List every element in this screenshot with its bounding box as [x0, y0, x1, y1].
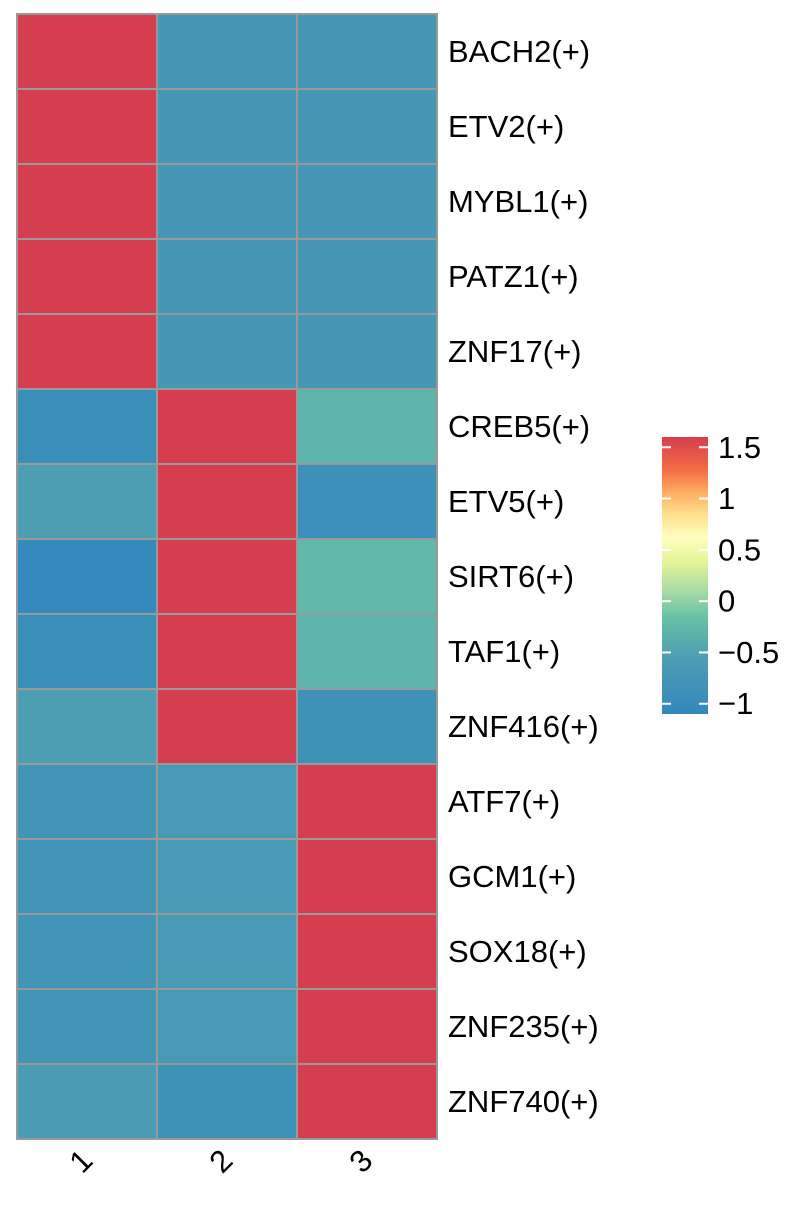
- column-label: 1: [62, 1143, 99, 1180]
- row-label: SIRT6(+): [448, 559, 574, 594]
- heatmap-cell: [296, 1063, 438, 1140]
- heatmap-cell: [16, 1063, 158, 1140]
- heatmap-cell: [156, 88, 298, 165]
- heatmap-cell: [16, 463, 158, 540]
- heatmap-cell: [296, 913, 438, 990]
- heatmap-cell: [296, 613, 438, 690]
- heatmap-cell: [16, 913, 158, 990]
- heatmap-cells: [16, 13, 438, 1140]
- legend-color-bar: [662, 437, 708, 714]
- heatmap-cell: [156, 313, 298, 390]
- heatmap-cell: [296, 313, 438, 390]
- legend-tick-label: 1.5: [718, 430, 761, 465]
- row-label: MYBL1(+): [448, 184, 588, 219]
- row-label: CREB5(+): [448, 409, 590, 444]
- heatmap-cell: [296, 13, 438, 90]
- heatmap-cell: [16, 688, 158, 765]
- heatmap-cell: [296, 688, 438, 765]
- column-label: 2: [202, 1143, 239, 1180]
- heatmap-cell: [156, 1063, 298, 1140]
- legend-tick-label: 0: [718, 584, 735, 619]
- heatmap-cell: [156, 838, 298, 915]
- heatmap-cell: [156, 988, 298, 1065]
- heatmap-cell: [296, 238, 438, 315]
- legend-tick-label: −1: [718, 686, 753, 721]
- heatmap-cell: [16, 763, 158, 840]
- heatmap-cell: [156, 538, 298, 615]
- heatmap-cell: [156, 238, 298, 315]
- row-label: PATZ1(+): [448, 259, 579, 294]
- row-label: GCM1(+): [448, 859, 576, 894]
- heatmap-cell: [16, 313, 158, 390]
- heatmap-cell: [296, 163, 438, 240]
- legend-tick-label: 1: [718, 481, 735, 516]
- heatmap-cell: [296, 538, 438, 615]
- heatmap-cell: [296, 388, 438, 465]
- heatmap-cell: [16, 613, 158, 690]
- heatmap-cell: [16, 88, 158, 165]
- heatmap-cell: [296, 763, 438, 840]
- heatmap-cell: [16, 538, 158, 615]
- heatmap-cell: [16, 238, 158, 315]
- heatmap-cell: [296, 988, 438, 1065]
- heatmap-cell: [16, 13, 158, 90]
- heatmap-cell: [16, 163, 158, 240]
- heatmap-cell: [156, 163, 298, 240]
- row-label: ZNF416(+): [448, 709, 599, 744]
- heatmap-cell: [16, 388, 158, 465]
- heatmap-cell: [156, 913, 298, 990]
- heatmap-cell: [296, 463, 438, 540]
- heatmap-cell: [156, 388, 298, 465]
- column-labels: 1 2 3: [62, 1143, 379, 1180]
- heatmap-cell: [296, 838, 438, 915]
- legend-tick-label: −0.5: [718, 635, 779, 670]
- column-label: 3: [342, 1143, 379, 1180]
- legend-tick-label: 0.5: [718, 532, 761, 567]
- row-label: TAF1(+): [448, 634, 560, 669]
- row-label: ETV5(+): [448, 484, 564, 519]
- heatmap-cell: [156, 463, 298, 540]
- row-label: ZNF17(+): [448, 334, 582, 369]
- row-labels: BACH2(+) ETV2(+) MYBL1(+) PATZ1(+) ZNF17(+) C…: [448, 34, 599, 1119]
- heatmap-cell: [156, 688, 298, 765]
- heatmap-cell: [16, 838, 158, 915]
- row-label: ZNF235(+): [448, 1009, 599, 1044]
- heatmap-cell: [156, 613, 298, 690]
- row-label: ATF7(+): [448, 784, 560, 819]
- row-label: BACH2(+): [448, 34, 590, 69]
- color-legend: −1 −0.5 0 0.5 1 1.5: [662, 430, 779, 721]
- row-label: ETV2(+): [448, 109, 564, 144]
- heatmap-cell: [296, 88, 438, 165]
- heatmap-cell: [16, 988, 158, 1065]
- heatmap-cell: [156, 763, 298, 840]
- row-label: ZNF740(+): [448, 1084, 599, 1119]
- row-label: SOX18(+): [448, 934, 587, 969]
- heatmap-cell: [156, 13, 298, 90]
